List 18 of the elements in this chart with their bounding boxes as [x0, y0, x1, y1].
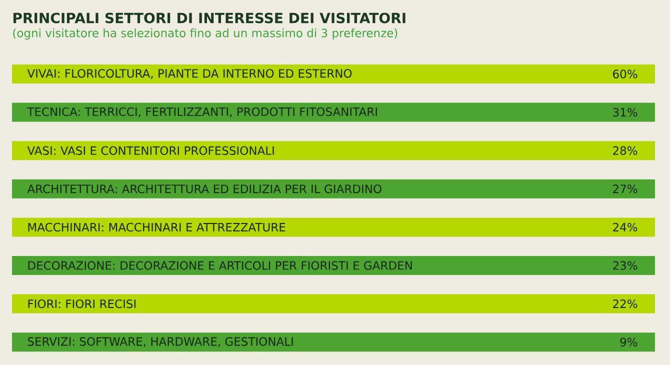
data-label: 22%: [613, 299, 638, 308]
data-label: 60%: [613, 70, 638, 78]
data-label: 9%: [620, 338, 638, 346]
category-label: VASI: VASI E CONTENITORI PROFESSIONALI: [27, 146, 274, 155]
category-label: VIVAI: FLORICOLTURA, PIANTE DA INTERNO ED ESTERNO: [27, 69, 352, 79]
category-label: TECNICA: TERRICCI, FERTILIZZANTI, PRODOTTI FITOSANITARI: [27, 107, 377, 118]
category-label: SERVIZI: SOFTWARE, HARDWARE, GESTIONALI: [28, 337, 293, 348]
text: PRINCIPALI SETTORI DI INTERESSE DEI VISITATORI: [13, 12, 406, 24]
text: (ogni visitatore ha selezionato fino ad un massimo di 3 preferenze): [13, 28, 398, 40]
category-label: DECORAZIONE: DECORAZIONE E ARTICOLI PER FIORISTI E GARDEN: [28, 261, 412, 270]
category-label: FIORI: FIORI RECISI: [28, 299, 136, 308]
data-label: 28%: [613, 146, 638, 155]
category-label: MACCHINARI: MACCHINARI E ATTREZZATURE: [28, 222, 286, 232]
category-label: ARCHITETTURA: ARCHITETTURA ED EDILIZIA PER IL GIARDINO: [27, 184, 382, 194]
data-label: 27%: [613, 184, 638, 194]
data-label: 23%: [613, 261, 638, 270]
data-label: 31%: [613, 108, 638, 117]
data-label: 24%: [613, 222, 638, 232]
